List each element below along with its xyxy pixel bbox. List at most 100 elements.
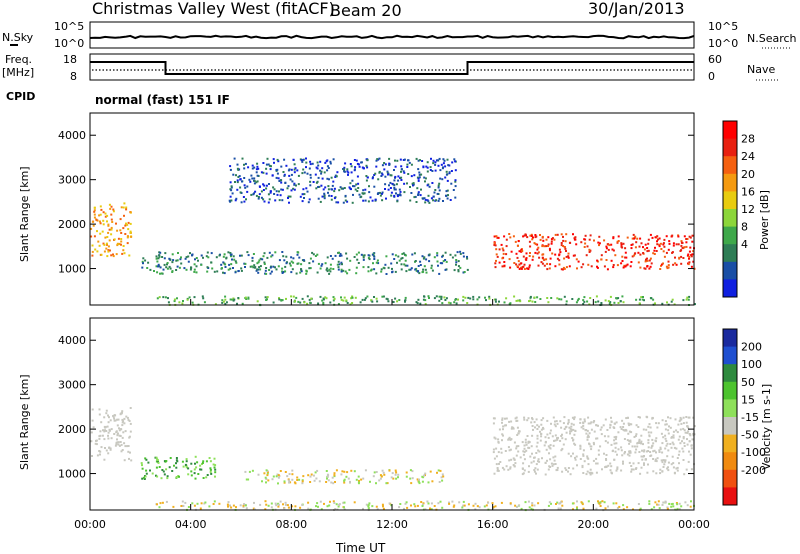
power-echo-cell: [229, 200, 232, 203]
power-echo-cell: [432, 162, 435, 165]
velocity-echo-cell: [507, 438, 510, 441]
power-echo-cell: [256, 262, 259, 265]
power-echo-cell: [431, 170, 434, 172]
power-echo-cell: [258, 193, 261, 196]
velocity-echo-cell: [583, 420, 586, 423]
power-echo-cell: [253, 192, 255, 195]
power-echo-cell: [223, 253, 226, 256]
time-tick-label: 08:00: [275, 518, 307, 531]
velocity-echo-cell: [559, 439, 562, 442]
power-echo-cell: [333, 297, 336, 300]
power-echo-cell: [662, 250, 665, 253]
power-echo-cell: [225, 256, 228, 259]
power-echo-cell: [389, 174, 392, 177]
noise-search-label: N.Search: [747, 32, 797, 45]
power-echo-cell: [393, 258, 396, 260]
velocity-echo-cell: [588, 432, 591, 435]
velocity-echo-cell: [555, 503, 557, 505]
power-echo-cell: [333, 197, 336, 200]
velocity-echo-cell: [551, 464, 554, 467]
power-echo-cell: [413, 174, 416, 177]
velocity-echo-cell: [659, 468, 662, 471]
power-echo-cell: [100, 253, 103, 256]
velocity-echo-cell: [166, 475, 169, 478]
power-echo-cell: [423, 295, 425, 298]
velocity-echo-cell: [330, 481, 333, 484]
power-echo-cell: [316, 271, 319, 274]
velocity-echo-cell: [677, 453, 680, 456]
velocity-echo-cell: [600, 426, 603, 429]
power-echo-cell: [312, 253, 315, 256]
velocity-echo-cell: [586, 438, 589, 441]
velocity-echo-cell: [554, 425, 557, 428]
velocity-echo-cell: [103, 458, 106, 461]
power-echo-cell: [106, 214, 109, 217]
power-echo-cell: [239, 178, 242, 181]
power-echo-cell: [422, 257, 425, 260]
velocity-echo-cell: [562, 422, 565, 425]
power-echo-cell: [284, 181, 287, 184]
velocity-echo-cell: [441, 473, 444, 476]
velocity-echo-cell: [157, 460, 159, 463]
velocity-echo-cell: [663, 463, 666, 466]
power-echo-cell: [256, 268, 259, 271]
power-echo-cell: [633, 254, 636, 257]
velocity-echo-cell: [206, 474, 209, 476]
power-echo-cell: [560, 242, 563, 244]
velocity-echo-cell: [529, 455, 532, 458]
power-echo-cell: [335, 175, 338, 178]
velocity-echo-cell: [326, 475, 329, 478]
power-echo-cell: [260, 171, 263, 174]
power-echo-cell: [364, 188, 367, 191]
power-echo-cell: [582, 263, 585, 266]
power-echo-cell: [690, 255, 693, 258]
power-echo-cell: [281, 199, 284, 202]
power-echo-cell: [609, 295, 612, 298]
power-echo-cell: [269, 190, 272, 193]
power-echo-cell: [457, 265, 460, 268]
power-echo-cell: [323, 195, 326, 198]
velocity-echo-cell: [531, 425, 534, 427]
power-echo-cell: [563, 246, 566, 249]
power-echo-cell: [529, 296, 532, 299]
power-echo-cell: [262, 198, 265, 201]
power-echo-cell: [508, 303, 511, 306]
velocity-echo-cell: [560, 435, 563, 437]
power-echo-cell: [231, 258, 233, 261]
velocity-echo-cell: [605, 465, 608, 468]
velocity-echo-cell: [649, 451, 652, 453]
power-echo-cell: [539, 238, 542, 241]
power-echo-cell: [387, 173, 389, 176]
velocity-echo-cell: [603, 435, 606, 438]
velocity-echo-cell: [365, 503, 368, 506]
velocity-echo-cell: [117, 441, 120, 444]
power-echo-cell: [454, 179, 457, 182]
power-echo-cell: [532, 236, 534, 239]
power-echo-cell: [616, 264, 619, 267]
power-echo-cell: [675, 263, 678, 266]
velocity-echo-cell: [500, 501, 503, 504]
power-echo-cell: [423, 256, 426, 259]
power-echo-cell: [258, 185, 261, 188]
power-echo-cell: [646, 257, 648, 260]
power-colorbar-swatch: [723, 138, 737, 157]
velocity-echo-cell: [672, 443, 675, 446]
power-echo-cell: [274, 251, 277, 254]
power-echo-cell: [107, 224, 110, 227]
power-echo-cell: [617, 240, 620, 242]
velocity-colorbar-swatch: [723, 346, 737, 365]
velocity-echo-cell: [416, 504, 419, 507]
power-echo-cell: [640, 296, 643, 299]
power-echo-cell: [328, 268, 331, 271]
power-echo-cell: [424, 268, 427, 271]
power-echo-cell: [572, 254, 575, 257]
velocity-echo-cell: [509, 502, 512, 505]
power-echo-cell: [326, 159, 329, 162]
power-echo-cell: [110, 213, 113, 216]
power-echo-cell: [455, 259, 458, 261]
velocity-echo-cell: [418, 482, 421, 485]
velocity-echo-cell: [616, 467, 619, 470]
velocity-echo-cell: [140, 462, 143, 465]
power-echo-cell: [237, 168, 240, 171]
velocity-echo-cell: [424, 508, 427, 511]
